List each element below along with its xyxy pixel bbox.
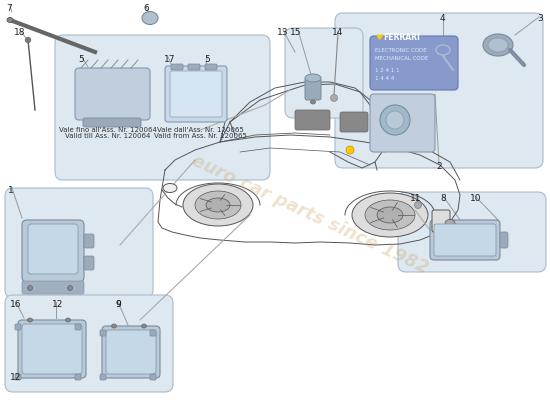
Ellipse shape xyxy=(415,202,421,208)
FancyBboxPatch shape xyxy=(100,330,106,336)
Text: 18: 18 xyxy=(14,28,25,37)
Text: 11: 11 xyxy=(410,194,421,203)
FancyBboxPatch shape xyxy=(285,28,363,118)
Text: 16: 16 xyxy=(10,300,21,309)
Ellipse shape xyxy=(483,34,513,56)
Text: 15: 15 xyxy=(290,28,301,37)
Text: 13: 13 xyxy=(277,28,289,37)
Ellipse shape xyxy=(488,38,508,52)
Ellipse shape xyxy=(305,74,321,82)
FancyBboxPatch shape xyxy=(434,224,496,256)
FancyBboxPatch shape xyxy=(165,66,227,122)
FancyBboxPatch shape xyxy=(5,188,153,298)
Text: Vale dall'Ass. Nr. 120065: Vale dall'Ass. Nr. 120065 xyxy=(157,127,243,133)
Text: Valid from Ass. Nr. 120065: Valid from Ass. Nr. 120065 xyxy=(153,133,246,139)
FancyBboxPatch shape xyxy=(370,36,458,90)
FancyBboxPatch shape xyxy=(22,220,84,282)
FancyBboxPatch shape xyxy=(100,374,106,380)
FancyBboxPatch shape xyxy=(171,64,183,70)
Ellipse shape xyxy=(445,220,455,226)
FancyBboxPatch shape xyxy=(22,281,84,294)
FancyBboxPatch shape xyxy=(18,320,86,378)
Text: ELECTRONIC CODE: ELECTRONIC CODE xyxy=(375,48,427,53)
Text: 1 4 4 4: 1 4 4 4 xyxy=(375,76,394,81)
FancyBboxPatch shape xyxy=(75,324,81,330)
Ellipse shape xyxy=(445,232,455,238)
FancyBboxPatch shape xyxy=(305,78,321,100)
Text: 1: 1 xyxy=(8,186,14,195)
Ellipse shape xyxy=(141,324,146,328)
FancyBboxPatch shape xyxy=(75,68,150,120)
FancyBboxPatch shape xyxy=(102,326,160,378)
FancyBboxPatch shape xyxy=(295,110,330,130)
Ellipse shape xyxy=(311,100,316,104)
Text: 12: 12 xyxy=(10,373,21,382)
FancyBboxPatch shape xyxy=(22,324,82,374)
Text: FERRARI: FERRARI xyxy=(383,33,420,42)
Ellipse shape xyxy=(7,18,13,22)
Circle shape xyxy=(25,38,30,42)
Ellipse shape xyxy=(206,198,230,212)
Ellipse shape xyxy=(195,191,241,219)
FancyBboxPatch shape xyxy=(340,112,368,132)
Text: Vale fino all'Ass. Nr. 120064: Vale fino all'Ass. Nr. 120064 xyxy=(59,127,157,133)
Ellipse shape xyxy=(346,146,354,154)
Text: Valid till Ass. Nr. 120064: Valid till Ass. Nr. 120064 xyxy=(65,133,151,139)
FancyBboxPatch shape xyxy=(84,256,94,270)
FancyBboxPatch shape xyxy=(500,232,508,248)
Ellipse shape xyxy=(331,94,338,102)
FancyBboxPatch shape xyxy=(188,64,200,70)
FancyBboxPatch shape xyxy=(28,224,78,274)
FancyBboxPatch shape xyxy=(335,13,543,168)
Ellipse shape xyxy=(68,286,73,290)
FancyBboxPatch shape xyxy=(205,64,217,70)
Text: 14: 14 xyxy=(332,28,343,37)
Text: 1 2 4 1 1: 1 2 4 1 1 xyxy=(375,68,399,73)
Ellipse shape xyxy=(183,184,253,226)
FancyBboxPatch shape xyxy=(106,330,156,374)
Text: 2: 2 xyxy=(436,162,442,171)
Ellipse shape xyxy=(386,111,404,129)
Ellipse shape xyxy=(112,324,117,328)
Text: 5: 5 xyxy=(78,55,84,64)
FancyBboxPatch shape xyxy=(83,118,141,127)
Text: 7: 7 xyxy=(6,4,12,13)
Ellipse shape xyxy=(163,184,177,192)
Text: 9: 9 xyxy=(115,300,121,309)
Text: 17: 17 xyxy=(164,55,175,64)
Ellipse shape xyxy=(352,193,428,237)
FancyBboxPatch shape xyxy=(170,71,222,117)
FancyBboxPatch shape xyxy=(398,192,546,272)
FancyBboxPatch shape xyxy=(84,234,94,248)
Text: 12: 12 xyxy=(52,300,63,309)
Text: 6: 6 xyxy=(143,4,148,13)
Text: 4: 4 xyxy=(440,14,446,23)
FancyBboxPatch shape xyxy=(432,210,450,232)
FancyBboxPatch shape xyxy=(5,295,173,392)
Ellipse shape xyxy=(65,318,70,322)
FancyBboxPatch shape xyxy=(370,94,435,152)
FancyBboxPatch shape xyxy=(430,220,500,260)
Ellipse shape xyxy=(28,318,32,322)
Ellipse shape xyxy=(28,286,32,290)
FancyBboxPatch shape xyxy=(55,35,270,180)
Ellipse shape xyxy=(377,207,403,223)
FancyBboxPatch shape xyxy=(15,374,21,380)
Text: MECHANICAL CODE: MECHANICAL CODE xyxy=(375,56,428,61)
FancyBboxPatch shape xyxy=(150,374,156,380)
Text: 10: 10 xyxy=(470,194,481,203)
Text: 5: 5 xyxy=(204,55,210,64)
Text: ♥: ♥ xyxy=(375,33,382,42)
Text: 9: 9 xyxy=(115,300,121,309)
Text: 8: 8 xyxy=(440,194,446,203)
Text: 3: 3 xyxy=(537,14,543,23)
Ellipse shape xyxy=(142,12,158,24)
FancyBboxPatch shape xyxy=(15,324,21,330)
Ellipse shape xyxy=(380,105,410,135)
Ellipse shape xyxy=(365,200,415,230)
Text: euro car parts since 1982: euro car parts since 1982 xyxy=(189,152,431,278)
FancyBboxPatch shape xyxy=(75,374,81,380)
FancyBboxPatch shape xyxy=(150,330,156,336)
